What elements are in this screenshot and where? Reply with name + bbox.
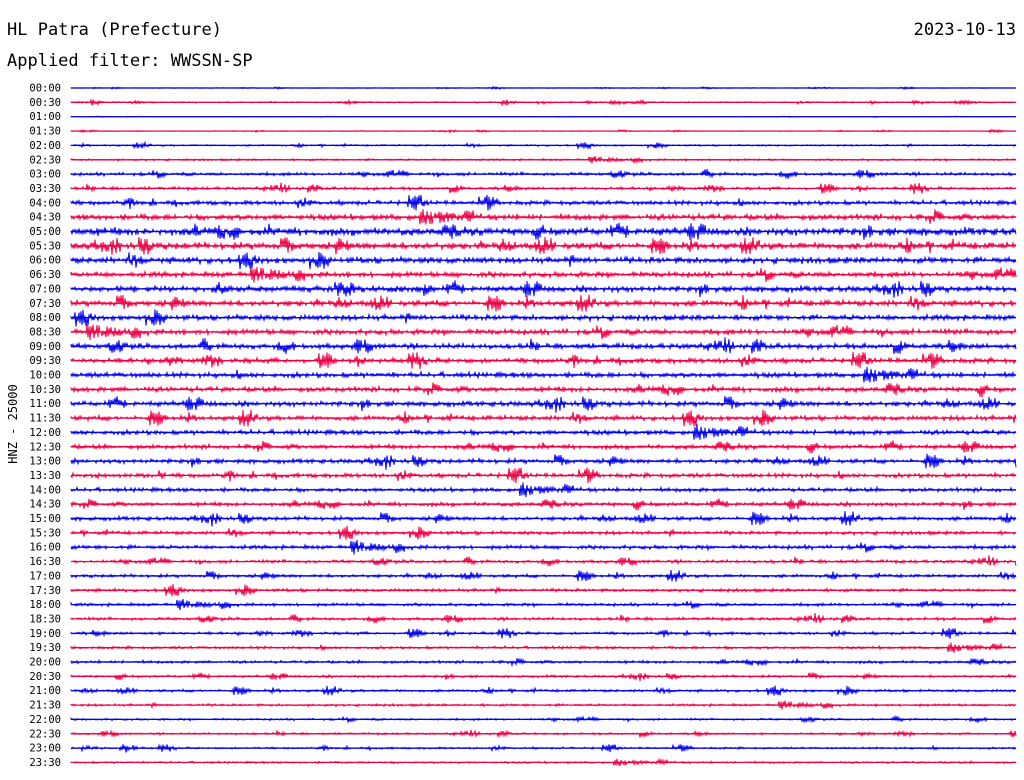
filter-label: Applied filter: WWSSN-SP (7, 51, 253, 71)
trace-label: 05:30 (29, 240, 61, 252)
station-title: HL Patra (Prefecture) (7, 20, 222, 40)
trace-label: 09:00 (29, 341, 61, 353)
trace-label: 16:00 (29, 542, 61, 554)
trace-label: 14:30 (29, 499, 61, 511)
trace-label: 03:00 (29, 169, 61, 181)
trace-label: 21:00 (29, 685, 61, 697)
trace-label: 08:00 (29, 312, 61, 324)
trace-label: 02:30 (29, 154, 61, 166)
trace-label: 15:00 (29, 513, 61, 525)
trace-line (70, 453, 1017, 470)
trace-label: 20:00 (29, 657, 61, 669)
trace-label: 15:30 (29, 527, 61, 539)
trace-label: 05:00 (29, 226, 61, 238)
trace-label: 04:00 (29, 197, 61, 209)
trace-label: 12:00 (29, 427, 61, 439)
trace-label: 18:30 (29, 613, 61, 625)
trace-label: 14:00 (29, 484, 61, 496)
trace-line (70, 337, 1017, 355)
trace-label: 09:30 (29, 355, 61, 367)
trace-label: 07:30 (29, 298, 61, 310)
trace-label: 00:00 (29, 83, 61, 95)
trace-label: 18:00 (29, 599, 61, 611)
date-label: 2023-10-13 (913, 20, 1016, 40)
trace-label: 20:30 (29, 671, 61, 683)
trace-line (70, 395, 1017, 413)
trace-label: 00:30 (29, 97, 61, 109)
trace-label: 06:00 (29, 255, 61, 267)
trace-label: 17:30 (29, 585, 61, 597)
trace-label: 08:30 (29, 326, 61, 338)
trace-label: 11:30 (29, 413, 61, 425)
trace-label: 01:00 (29, 111, 61, 123)
trace-label: 03:30 (29, 183, 61, 195)
trace-label: 22:30 (29, 728, 61, 740)
trace-label: 10:30 (29, 384, 61, 396)
trace-line (70, 612, 1017, 625)
trace-label: 13:00 (29, 456, 61, 468)
trace-label: 06:30 (29, 269, 61, 281)
trace-label: 13:30 (29, 470, 61, 482)
trace-label: 04:30 (29, 212, 61, 224)
trace-label: 19:30 (29, 642, 61, 654)
trace-label: 21:30 (29, 700, 61, 712)
trace-label: 07:00 (29, 283, 61, 295)
trace-label: 22:00 (29, 714, 61, 726)
trace-label: 23:30 (29, 757, 61, 769)
trace-label: 17:00 (29, 570, 61, 582)
trace-line (70, 555, 1017, 568)
trace-label: 11:00 (29, 398, 61, 410)
trace-label: 12:30 (29, 441, 61, 453)
trace-label: 01:30 (29, 126, 61, 138)
trace-label: 23:00 (29, 743, 61, 755)
trace-label: 02:00 (29, 140, 61, 152)
trace-label: 10:00 (29, 370, 61, 382)
trace-label: 19:00 (29, 628, 61, 640)
trace-label: 16:30 (29, 556, 61, 568)
